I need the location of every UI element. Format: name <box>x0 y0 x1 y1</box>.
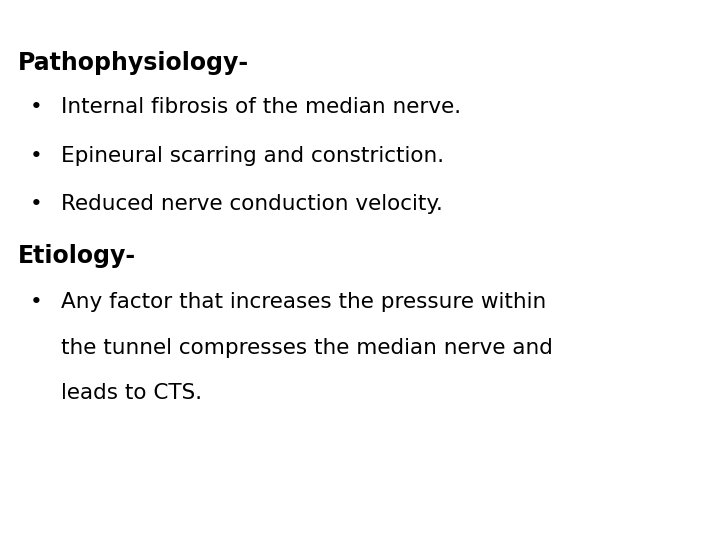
Text: •: • <box>30 194 43 214</box>
Text: Etiology-: Etiology- <box>18 244 136 268</box>
Text: Internal fibrosis of the median nerve.: Internal fibrosis of the median nerve. <box>61 97 462 117</box>
Text: •: • <box>30 97 43 117</box>
Text: Reduced nerve conduction velocity.: Reduced nerve conduction velocity. <box>61 194 443 214</box>
Text: Any factor that increases the pressure within: Any factor that increases the pressure w… <box>61 292 546 312</box>
Text: leads to CTS.: leads to CTS. <box>61 383 202 403</box>
Text: Pathophysiology-: Pathophysiology- <box>18 51 249 75</box>
Text: Epineural scarring and constriction.: Epineural scarring and constriction. <box>61 146 444 166</box>
Text: •: • <box>30 146 43 166</box>
Text: •: • <box>30 292 43 312</box>
Text: the tunnel compresses the median nerve and: the tunnel compresses the median nerve a… <box>61 338 553 357</box>
